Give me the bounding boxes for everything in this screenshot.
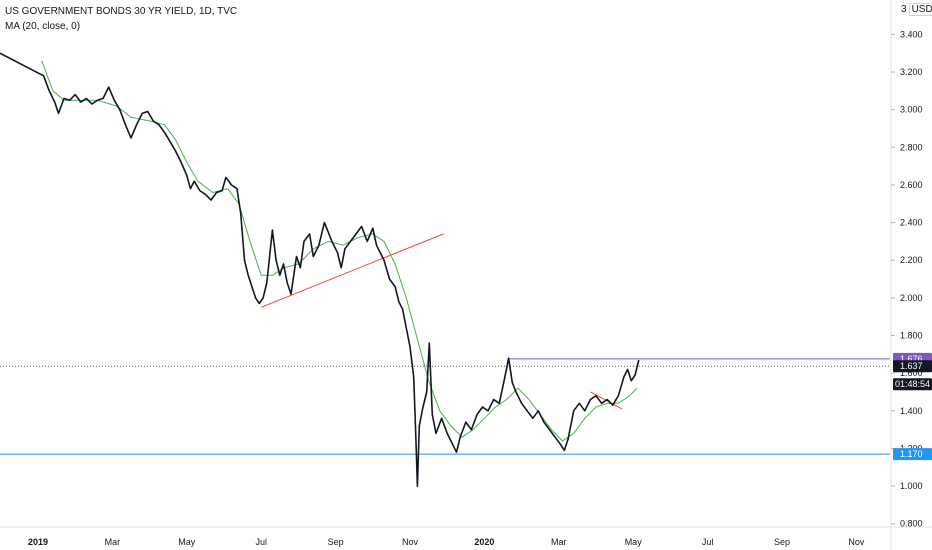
x-tick-label: Jul <box>702 537 714 547</box>
last-price-tag <box>893 360 932 373</box>
currency-prefix: 3 <box>901 4 907 15</box>
x-tick-label: Sep <box>774 537 790 547</box>
y-tick-label: 1.400 <box>900 406 923 416</box>
x-tick-label: Sep <box>328 537 344 547</box>
last-price-label: 1.637 <box>900 361 923 371</box>
time-axis[interactable]: 2019 Mar May Jul Sep Nov 2020 Mar May Jul Sep Nov <box>28 537 865 547</box>
x-tick-label: Nov <box>848 537 865 547</box>
countdown-tag <box>893 378 932 391</box>
y-tick-label: 1.600 <box>900 368 923 378</box>
indicator-legend[interactable]: MA (20, close, 0) <box>5 21 81 32</box>
y-tick-label: 0.800 <box>900 519 923 529</box>
y-tick-label: 3.400 <box>900 29 923 39</box>
x-tick-label: May <box>625 537 643 547</box>
x-tick-label: Mar <box>105 537 121 547</box>
x-tick-label: Mar <box>551 537 567 547</box>
ma-line <box>41 60 638 442</box>
y-tick-label: 1.000 <box>900 481 923 491</box>
currency-label[interactable]: 3 USD <box>901 3 932 16</box>
level-tag-1 <box>893 448 932 461</box>
x-tick-label: Nov <box>402 537 419 547</box>
x-tick-label: Jul <box>255 537 267 547</box>
x-tick-label: May <box>178 537 196 547</box>
currency-badge: USD <box>908 3 932 16</box>
y-tick-label: 2.600 <box>900 180 923 190</box>
x-tick-label: 2019 <box>28 537 48 547</box>
y-tick-label: 2.200 <box>900 255 923 265</box>
price-tags: 1.676 1.170 1.637 01:48:54 <box>893 352 932 461</box>
y-tick-label: 2.800 <box>900 142 923 152</box>
level-tag-label: 1.676 <box>900 354 923 364</box>
level-tag-label: 1.170 <box>900 449 923 459</box>
y-tick-label: 3.200 <box>900 67 923 77</box>
horizontal-levels <box>0 358 890 455</box>
y-tick-label: 1.800 <box>900 331 923 341</box>
series-lines <box>0 52 640 487</box>
trend-lines <box>261 233 623 410</box>
trend-line-0 <box>261 233 444 308</box>
y-tick-label: 3.000 <box>900 105 923 115</box>
y-tick-label: 2.400 <box>900 218 923 228</box>
price-line <box>0 52 640 487</box>
y-tick-label: 2.000 <box>900 293 923 303</box>
x-tick-label: 2020 <box>474 537 494 547</box>
chart-title: US GOVERNMENT BONDS 30 YR YIELD, 1D, TVC <box>5 6 238 17</box>
countdown-label: 01:48:54 <box>895 379 930 389</box>
